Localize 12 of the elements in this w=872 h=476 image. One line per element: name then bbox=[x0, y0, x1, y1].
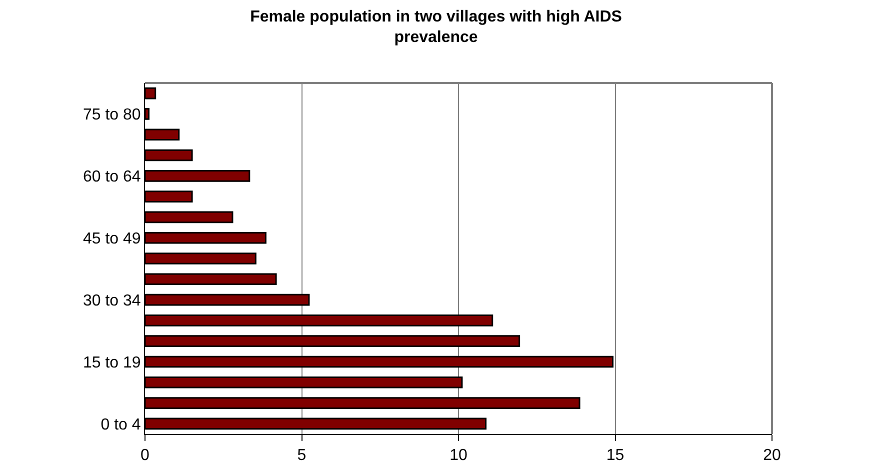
x-tick-label: 5 bbox=[297, 447, 306, 464]
x-tick-label: 20 bbox=[763, 447, 781, 464]
x-tick-label: 10 bbox=[450, 447, 468, 464]
chart-title: Female population in two villages with high AIDS prevalence bbox=[250, 8, 622, 46]
y-tick-label: 75 to 80 bbox=[82, 106, 141, 124]
x-tick-label: 15 bbox=[606, 447, 624, 464]
y-tick-label: 0 to 4 bbox=[100, 416, 141, 434]
y-tick-label: 30 to 34 bbox=[82, 292, 141, 310]
y-tick-label: 60 to 64 bbox=[82, 168, 141, 186]
x-tick-label: 0 bbox=[140, 447, 150, 464]
y-tick-label: 45 to 49 bbox=[82, 230, 141, 248]
y-tick-label: 15 to 19 bbox=[82, 354, 141, 372]
